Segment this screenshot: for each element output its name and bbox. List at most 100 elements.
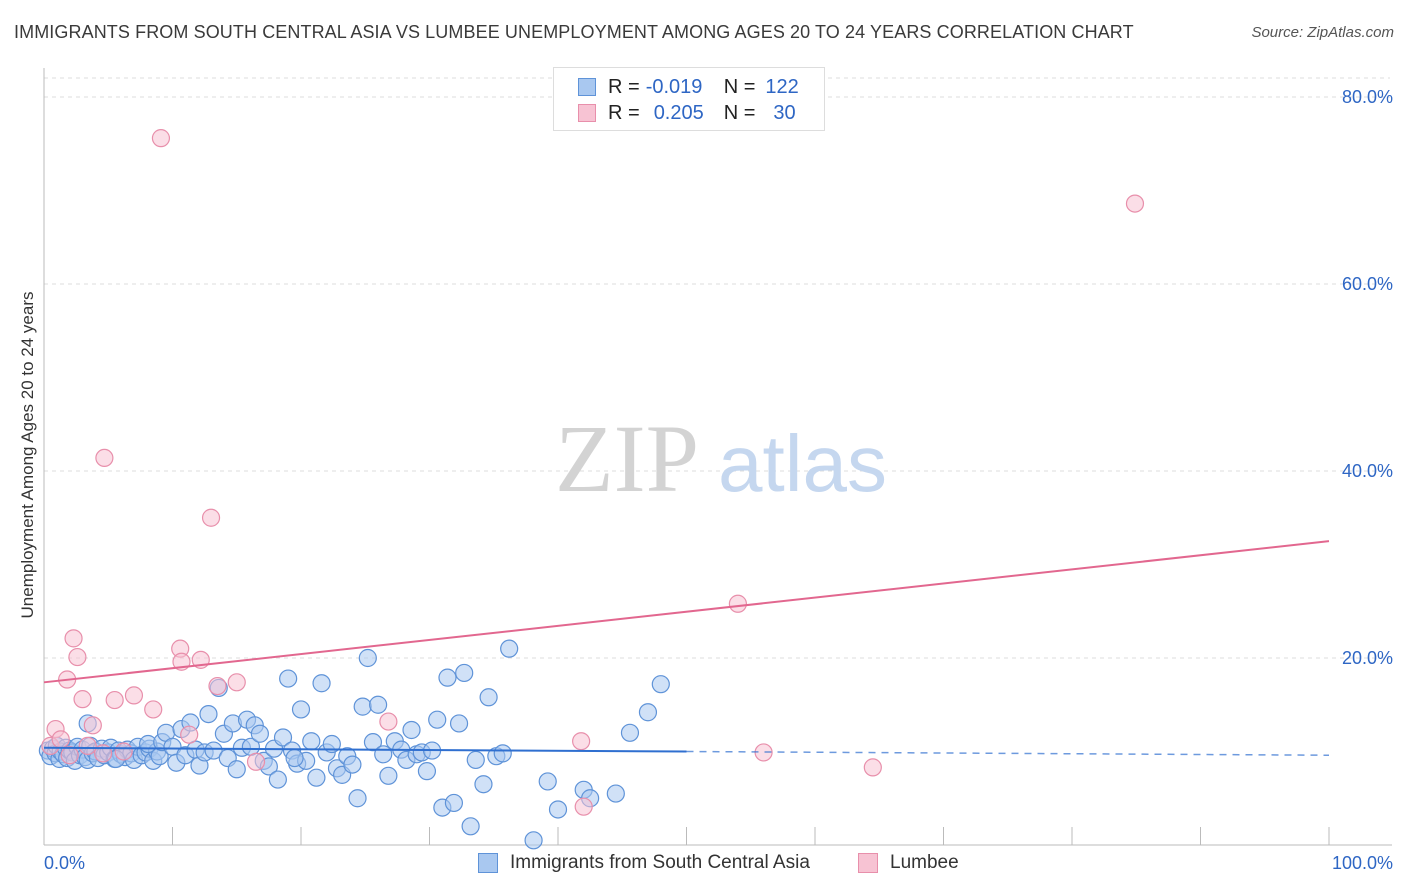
legend-r-value: 0.205 [653,101,704,124]
data-point-pink [144,700,163,719]
bottom-legend-label: Lumbee [890,852,959,873]
legend-swatch-blue [578,78,596,96]
data-point-pink [51,730,70,749]
data-point-blue [606,784,625,803]
data-point-blue [273,728,293,747]
data-point-blue [348,789,367,808]
axis-layer [43,68,1392,846]
data-point-blue [227,760,246,779]
y-tick-label: 20.0% [1342,648,1393,668]
x-tick-label: 0.0% [44,853,85,873]
data-point-pink [728,594,748,613]
data-point-pink [124,686,144,705]
bottom-legend-label: Immigrants from South Central Asia [510,852,810,873]
correlation-legend: R = -0.019 N = 122 R = 0.205 N = 30 [553,67,825,131]
data-point-pink [83,716,102,735]
data-point-blue [466,750,485,770]
trend-line-blue [43,746,687,753]
data-point-blue [548,800,568,819]
data-point-pink [64,629,83,648]
data-point-pink [78,736,97,755]
data-point-blue [428,710,447,729]
watermark-atlas: atlas [718,419,887,508]
trend-line-blue-dashed [686,750,1330,756]
data-point-blue [417,762,437,781]
watermark-zip: ZIP [555,405,699,512]
legend-row-pink: R = 0.205 N = 30 [578,101,796,125]
data-point-blue [438,668,457,687]
data-point-blue [279,669,298,688]
source-credit: Source: ZipAtlas.com [1251,24,1394,41]
legend-row-blue: R = -0.019 N = 122 [578,75,799,99]
data-point-pink [180,725,199,744]
trend-layer [43,540,1330,756]
data-point-blue [291,700,311,719]
y-tick-label: 40.0% [1342,461,1393,481]
data-point-blue [353,697,372,716]
chart-title: IMMIGRANTS FROM SOUTH CENTRAL ASIA VS LU… [14,22,1134,42]
data-point-pink [201,508,221,527]
data-point-blue [474,775,493,794]
watermark: ZIP atlas [555,405,887,512]
data-point-blue [402,720,421,740]
data-point-blue [651,675,670,694]
data-point-blue [369,695,388,714]
data-point-pink [95,448,114,468]
x-tick-label: 100.0% [1332,853,1393,873]
data-point-blue [268,770,287,789]
data-point-pink [574,797,593,816]
data-point-blue [538,772,557,791]
data-point-blue [449,714,469,733]
y-tick-label: 60.0% [1342,274,1393,294]
data-point-blue [285,748,304,768]
data-point-blue [343,755,362,774]
data-point-pink [572,732,591,751]
bottom-swatch-pink [858,853,878,873]
data-point-blue [302,732,321,751]
series-pink-points [41,129,1145,816]
data-point-pink [1125,194,1145,213]
data-point-pink [105,690,124,710]
data-point-blue [444,793,464,813]
data-point-blue [461,817,480,836]
legend-n-label: N = [723,101,756,124]
data-point-blue [322,734,341,754]
data-point-blue [379,766,398,785]
data-point-blue [479,688,498,707]
data-point-blue [524,831,543,850]
bottom-legend-blue: Immigrants from South Central Asia [478,852,810,874]
data-point-blue [500,639,519,658]
legend-n-value: 30 [773,101,796,124]
legend-n-label: N = [723,75,756,98]
data-point-blue [455,663,474,683]
legend-r-label: R = [608,75,640,98]
data-point-blue [250,724,269,743]
trend-line-pink [43,540,1330,684]
data-point-pink [246,752,266,771]
data-point-blue [199,704,218,724]
data-point-blue [312,674,331,693]
tick-labels: 20.0% 40.0% 60.0% 80.0% 0.0% 100.0% [44,87,1393,873]
data-point-pink [68,647,87,667]
bottom-legend-pink: Lumbee [858,852,959,874]
data-point-pink [151,129,171,148]
data-point-pink [208,676,227,696]
data-point-pink [863,758,882,777]
data-point-pink [379,712,398,731]
data-point-blue [358,648,377,668]
data-point-blue [307,768,326,787]
data-point-pink [73,690,92,709]
bottom-swatch-blue [478,853,498,873]
legend-swatch-pink [578,104,596,122]
legend-n-value: 122 [765,75,799,98]
data-point-pink [60,746,79,765]
grid-layer [44,77,1390,659]
data-point-blue [620,723,640,742]
legend-r-value: -0.019 [645,75,703,98]
legend-r-label: R = [608,101,640,124]
y-tick-label: 80.0% [1342,87,1393,107]
data-point-blue [638,703,658,722]
data-point-blue [204,741,223,760]
data-point-blue [493,744,512,763]
